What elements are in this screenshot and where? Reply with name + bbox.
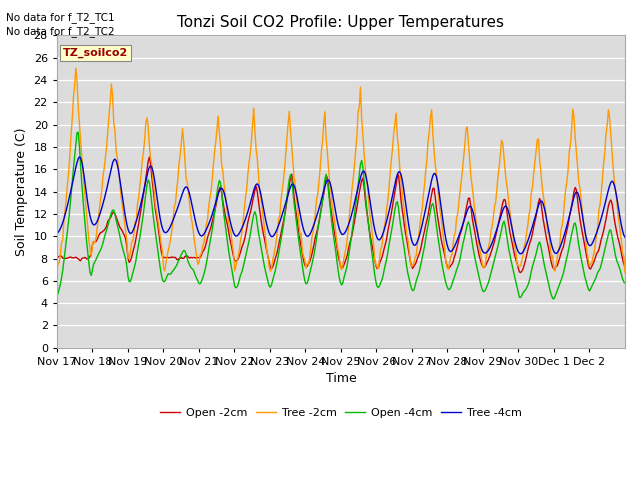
Y-axis label: Soil Temperature (C): Soil Temperature (C): [15, 127, 28, 256]
Open -2cm: [231, 258, 239, 264]
Title: Tonzi Soil CO2 Profile: Upper Temperatures: Tonzi Soil CO2 Profile: Upper Temperatur…: [177, 15, 504, 30]
Tree -2cm: [472, 214, 479, 219]
Tree -2cm: [72, 65, 79, 71]
Open -2cm: [294, 220, 301, 226]
Tree -4cm: [621, 234, 629, 240]
Open -4cm: [550, 296, 557, 302]
Open -2cm: [621, 264, 629, 270]
Legend: Open -2cm, Tree -2cm, Open -4cm, Tree -4cm: Open -2cm, Tree -2cm, Open -4cm, Tree -4…: [156, 403, 526, 422]
Open -4cm: [399, 239, 407, 244]
Tree -2cm: [570, 114, 578, 120]
Open -2cm: [399, 213, 407, 219]
Tree -2cm: [372, 262, 380, 268]
Open -4cm: [294, 229, 301, 235]
X-axis label: Time: Time: [326, 372, 356, 385]
Open -2cm: [145, 154, 153, 160]
Tree -4cm: [372, 231, 380, 237]
Tree -4cm: [53, 230, 61, 236]
Text: No data for f_T2_TC1: No data for f_T2_TC1: [6, 12, 115, 23]
Tree -4cm: [516, 251, 524, 257]
Open -4cm: [372, 279, 380, 285]
Tree -4cm: [294, 197, 301, 203]
Tree -2cm: [399, 200, 407, 206]
Open -4cm: [74, 129, 82, 135]
Tree -4cm: [572, 191, 579, 197]
Open -4cm: [231, 284, 239, 289]
Tree -2cm: [231, 268, 239, 274]
Line: Open -4cm: Open -4cm: [57, 132, 625, 299]
Tree -2cm: [294, 204, 301, 210]
Line: Tree -2cm: Tree -2cm: [57, 68, 625, 273]
Line: Tree -4cm: Tree -4cm: [57, 157, 625, 254]
Open -2cm: [572, 185, 579, 191]
Tree -2cm: [621, 270, 629, 276]
Open -2cm: [372, 263, 380, 269]
Open -2cm: [53, 253, 61, 259]
Open -2cm: [472, 234, 479, 240]
Text: TZ_soilco2: TZ_soilco2: [63, 48, 128, 58]
Tree -4cm: [472, 221, 479, 227]
Tree -4cm: [231, 232, 239, 238]
Text: No data for f_T2_TC2: No data for f_T2_TC2: [6, 26, 115, 37]
Open -4cm: [572, 220, 579, 226]
Tree -4cm: [399, 183, 407, 189]
Line: Open -2cm: Open -2cm: [57, 157, 625, 273]
Tree -2cm: [53, 265, 61, 271]
Open -4cm: [472, 258, 479, 264]
Tree -4cm: [76, 154, 83, 160]
Open -2cm: [516, 270, 524, 276]
Open -4cm: [621, 280, 629, 286]
Open -4cm: [53, 293, 61, 299]
